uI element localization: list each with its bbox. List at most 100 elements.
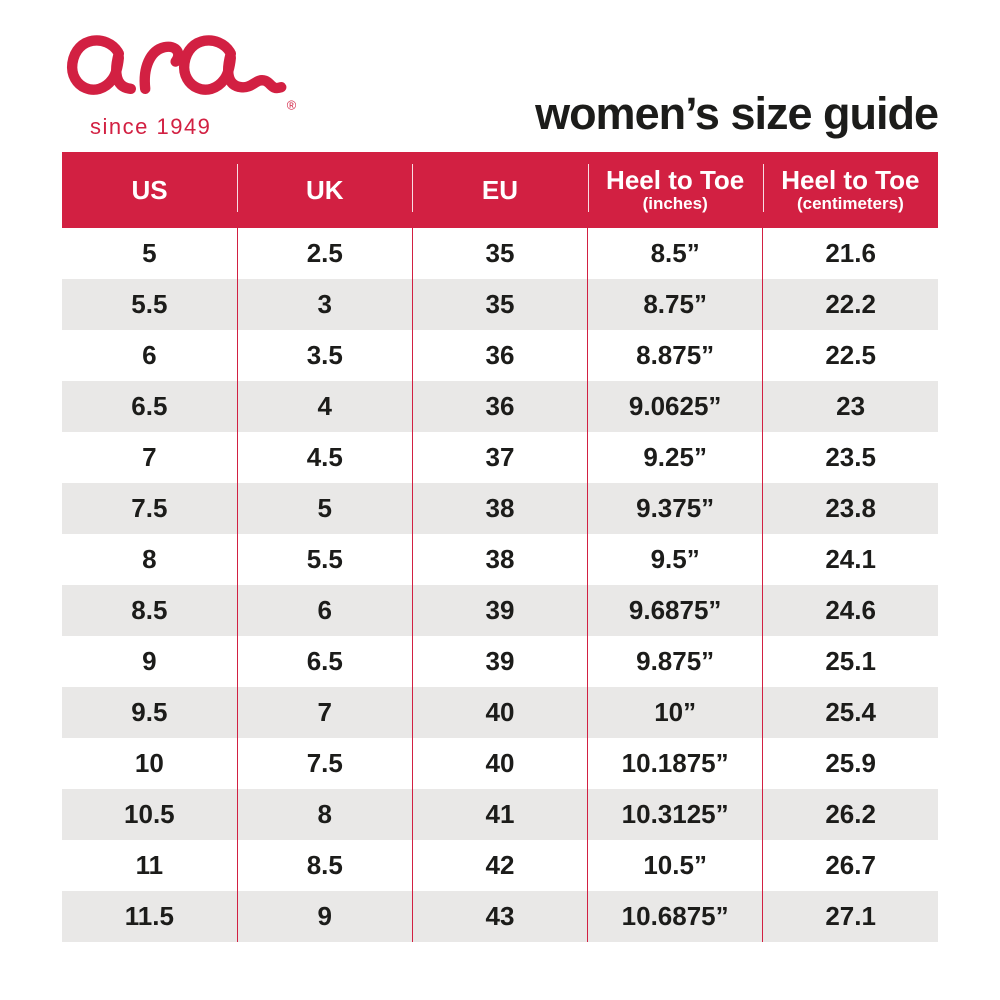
column-header-us: US	[62, 152, 238, 228]
table-cell: 2.5	[236, 228, 413, 279]
table-cell: 9	[62, 636, 238, 687]
page-title: women’s size guide	[535, 88, 939, 139]
column-header-heel-to-toe-inches: Heel to Toe (inches)	[587, 152, 763, 228]
table-cell: 9.875”	[587, 636, 763, 687]
table-row: 11 8.5 42 10.5” 26.7	[62, 840, 938, 891]
table-cell: 9.5	[62, 687, 238, 738]
column-label: US	[131, 174, 168, 205]
table-cell: 9.25”	[587, 432, 763, 483]
table-cell: 10”	[587, 687, 763, 738]
page-header: ® since 1949 women’s size guide	[62, 0, 939, 152]
table-cell: 38	[411, 483, 588, 534]
table-cell: 25.1	[762, 636, 938, 687]
table-cell: 10.1875”	[587, 738, 763, 789]
table-row: 7 4.5 37 9.25” 23.5	[62, 432, 938, 483]
table-cell: 22.2	[762, 279, 938, 330]
table-cell: 10.5	[62, 789, 238, 840]
table-row: 9 6.5 39 9.875” 25.1	[62, 636, 938, 687]
table-cell: 8.875”	[587, 330, 763, 381]
table-row: 5 2.5 35 8.5” 21.6	[62, 228, 938, 279]
table-cell: 25.4	[762, 687, 938, 738]
table-cell: 7.5	[62, 483, 238, 534]
table-cell: 42	[411, 840, 588, 891]
table-cell: 6	[236, 585, 413, 636]
table-cell: 8.5	[236, 840, 413, 891]
table-cell: 8.5	[62, 585, 238, 636]
table-cell: 25.9	[762, 738, 938, 789]
table-cell: 7	[62, 432, 238, 483]
table-cell: 6	[62, 330, 238, 381]
column-label: Heel to Toe	[781, 164, 920, 195]
table-cell: 6.5	[62, 381, 238, 432]
table-cell: 4	[236, 381, 413, 432]
table-cell: 7	[236, 687, 413, 738]
column-sublabel: (inches)	[642, 194, 708, 214]
table-cell: 26.7	[762, 840, 938, 891]
table-cell: 3	[236, 279, 413, 330]
table-cell: 11	[62, 840, 238, 891]
table-cell: 24.1	[762, 534, 938, 585]
table-cell: 23	[762, 381, 938, 432]
table-cell: 10.5”	[587, 840, 763, 891]
table-cell: 3.5	[236, 330, 413, 381]
table-cell: 39	[411, 636, 588, 687]
column-label: UK	[306, 174, 344, 205]
table-cell: 27.1	[762, 891, 938, 942]
table-cell: 8.5”	[587, 228, 763, 279]
table-cell: 5.5	[62, 279, 238, 330]
table-cell: 40	[411, 687, 588, 738]
table-cell: 22.5	[762, 330, 938, 381]
table-cell: 8.75”	[587, 279, 763, 330]
table-row: 9.5 7 40 10” 25.4	[62, 687, 938, 738]
table-cell: 11.5	[62, 891, 238, 942]
table-cell: 8	[236, 789, 413, 840]
table-cell: 23.5	[762, 432, 938, 483]
table-cell: 4.5	[236, 432, 413, 483]
table-cell: 37	[411, 432, 588, 483]
table-cell: 24.6	[762, 585, 938, 636]
column-header-uk: UK	[237, 152, 413, 228]
table-cell: 38	[411, 534, 588, 585]
table-cell: 5	[62, 228, 238, 279]
table-cell: 10	[62, 738, 238, 789]
table-row: 10.5 8 41 10.3125” 26.2	[62, 789, 938, 840]
table-cell: 10.6875”	[587, 891, 763, 942]
table-header-row: US UK EU Heel to Toe (inches) Heel to To…	[62, 152, 938, 228]
column-header-eu: EU	[412, 152, 588, 228]
table-row: 7.5 5 38 9.375” 23.8	[62, 483, 938, 534]
table-cell: 5	[236, 483, 413, 534]
table-cell: 40	[411, 738, 588, 789]
column-sublabel: (centimeters)	[796, 194, 904, 214]
brand-tagline: since 1949	[90, 114, 212, 139]
ara-logo-icon: ®	[67, 35, 297, 113]
table-cell: 9.375”	[587, 483, 763, 534]
table-cell: 9.5”	[587, 534, 763, 585]
table-cell: 5.5	[236, 534, 413, 585]
table-cell: 23.8	[762, 483, 938, 534]
table-row: 6 3.5 36 8.875” 22.5	[62, 330, 938, 381]
table-cell: 9	[236, 891, 413, 942]
table-cell: 9.0625”	[587, 381, 763, 432]
table-cell: 39	[411, 585, 588, 636]
table-cell: 6.5	[236, 636, 413, 687]
table-cell: 36	[411, 381, 588, 432]
brand-logo: ® since 1949	[62, 28, 302, 140]
table-cell: 10.3125”	[587, 789, 763, 840]
table-row: 10 7.5 40 10.1875” 25.9	[62, 738, 938, 789]
table-cell: 26.2	[762, 789, 938, 840]
registered-mark: ®	[287, 98, 297, 113]
table-row: 5.5 3 35 8.75” 22.2	[62, 279, 938, 330]
table-cell: 7.5	[236, 738, 413, 789]
table-cell: 35	[411, 228, 588, 279]
size-table: US UK EU Heel to Toe (inches) Heel to To…	[62, 152, 938, 942]
table-row: 11.5 9 43 10.6875” 27.1	[62, 891, 938, 942]
table-cell: 36	[411, 330, 588, 381]
table-row: 8.5 6 39 9.6875” 24.6	[62, 585, 938, 636]
table-cell: 41	[411, 789, 588, 840]
table-row: 8 5.5 38 9.5” 24.1	[62, 534, 938, 585]
table-cell: 9.6875”	[587, 585, 763, 636]
column-label: EU	[481, 174, 519, 205]
table-row: 6.5 4 36 9.0625” 23	[62, 381, 938, 432]
table-cell: 21.6	[762, 228, 938, 279]
